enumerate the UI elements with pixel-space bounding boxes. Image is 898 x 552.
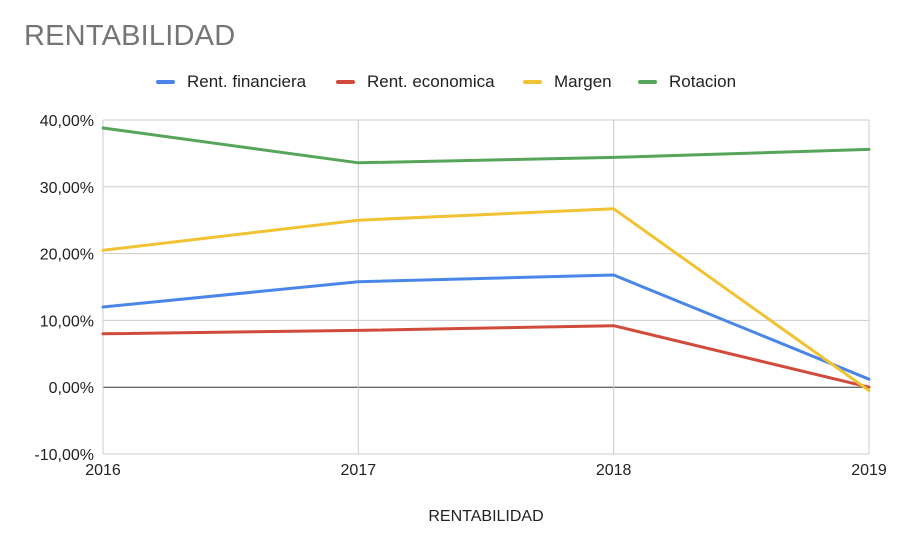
legend-label-rotacion: Rotacion (669, 72, 737, 91)
x-axis-title: RENTABILIDAD (428, 508, 544, 525)
series-line-rent-economica (101, 324, 871, 389)
legend-item-rotacion[interactable]: Rotacion (638, 72, 736, 92)
legend-label-rent-economica: Rent. economica (367, 72, 495, 91)
legend-label-margen: Margen (554, 72, 612, 91)
legend: Rent. financiera Rent. economica Margen … (0, 72, 898, 94)
y-tick-label: 10,00% (40, 313, 94, 330)
chart-title: RENTABILIDAD (24, 20, 236, 52)
y-tick-label: 0,00% (49, 380, 94, 397)
legend-swatch-margen (523, 80, 542, 84)
series-line-margen (101, 207, 871, 392)
legend-swatch-rotacion (638, 80, 657, 84)
legend-swatch-rent-financiera (156, 80, 175, 84)
y-tick-label: -10,00% (34, 447, 94, 464)
legend-label-rent-financiera: Rent. financiera (187, 72, 307, 91)
series-line-rent-financiera (101, 273, 871, 381)
x-tick-label: 2017 (341, 462, 377, 479)
legend-item-margen[interactable]: Margen (523, 72, 612, 92)
x-tick-label: 2016 (85, 462, 121, 479)
x-tick-label: 2018 (596, 462, 632, 479)
y-tick-label: 40,00% (40, 113, 94, 130)
legend-swatch-rent-economica (336, 80, 355, 84)
y-tick-label: 20,00% (40, 247, 94, 264)
x-tick-label: 2019 (851, 462, 887, 479)
series-line-rotacion (101, 126, 871, 165)
y-tick-label: 30,00% (40, 180, 94, 197)
legend-item-rent-financiera[interactable]: Rent. financiera (156, 72, 306, 92)
legend-item-rent-economica[interactable]: Rent. economica (336, 72, 495, 92)
